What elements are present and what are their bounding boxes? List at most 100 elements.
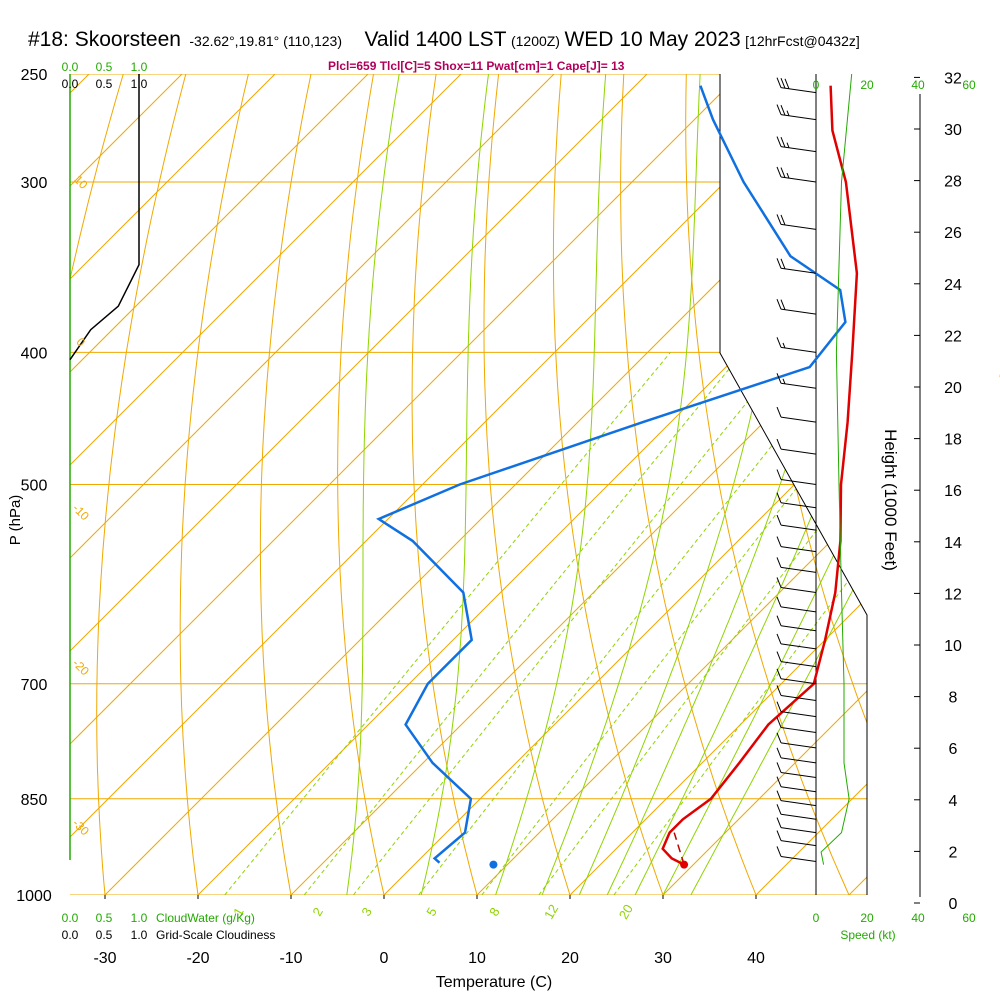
- wind-barb-staff: [780, 586, 817, 593]
- valid-time: Valid 1400 LST: [364, 28, 507, 51]
- cloudiness-top-tick: 1.0: [131, 77, 148, 91]
- pressure-tick-label: 300: [21, 175, 48, 192]
- wind-barb-staff: [780, 643, 817, 650]
- wind-barb-flag: [776, 136, 782, 147]
- wind-barb-flag: [776, 846, 782, 857]
- wind-barb-staff: [780, 757, 817, 764]
- wind-barb-flag: [776, 536, 782, 547]
- wind-barb-flag: [780, 78, 786, 89]
- height-tick-label: 32: [944, 70, 962, 87]
- wind-barb-flag: [776, 633, 782, 645]
- wind-barb: [776, 830, 817, 847]
- wind-barb: [776, 732, 817, 749]
- wind-barb-staff: [780, 382, 817, 389]
- mixing-ratio-label: 12: [541, 902, 561, 922]
- speed-top-tick: 20: [860, 78, 874, 92]
- mixing-ratio-line: [303, 351, 744, 895]
- cloudiness-top-tick: 0.5: [96, 77, 113, 91]
- wind-barb-flag: [776, 406, 782, 418]
- x-tick-label: 40: [747, 950, 765, 967]
- wind-barb-flag: [776, 804, 782, 815]
- isotherm-line: [70, 74, 276, 895]
- station-coords: -32.62°,19.81° (110,123): [189, 33, 342, 49]
- wind-barb-flag: [776, 438, 782, 450]
- wind-barb-flag: [780, 299, 786, 310]
- isotherm-line: [70, 74, 369, 895]
- wind-barb-staff: [780, 726, 817, 733]
- isotherm-line: [70, 74, 462, 895]
- wind-barb-staff: [780, 479, 817, 485]
- wind-barb-flag: [776, 214, 782, 225]
- wind-barb: [776, 373, 817, 389]
- dry-adiabat: [96, 74, 187, 895]
- wind-speed-line: [820, 73, 853, 865]
- wind-barb-flag: [780, 104, 786, 116]
- pressure-tick-label: 400: [21, 345, 48, 362]
- wind-barb-staff: [780, 742, 817, 749]
- cloudwater-bottom-tick: 0.5: [96, 911, 113, 925]
- wind-barb-flag: [776, 776, 782, 787]
- pressure-tick-label: 1000: [16, 888, 52, 905]
- pressure-tick-label: 700: [21, 677, 48, 694]
- speed-bottom-tick: 0: [813, 911, 820, 925]
- cloudwater-bottom-tick: 1.0: [131, 911, 148, 925]
- height-tick-label: 26: [944, 225, 962, 242]
- isotherm-label: 0: [74, 335, 89, 350]
- mixing-ratio-label: 20: [616, 902, 636, 922]
- moist-adiabat: [690, 74, 867, 895]
- wind-barb-flag: [776, 830, 782, 841]
- wind-barb-staff: [780, 606, 817, 613]
- wind-barb-staff: [780, 114, 817, 121]
- wind-barb-flag: [776, 651, 782, 662]
- height-tick-label: 10: [944, 638, 962, 655]
- isotherm-line: [70, 74, 648, 895]
- x-tick-label: -10: [279, 950, 302, 967]
- wind-barb: [776, 717, 817, 733]
- wind-barb-flag: [776, 668, 782, 679]
- height-tick-label: 8: [949, 690, 958, 707]
- wind-barb-staff: [780, 856, 817, 862]
- wind-barb: [776, 536, 817, 553]
- mixing-ratio-line: [224, 351, 671, 895]
- cloudwater-axis-label: CloudWater (g/Kg): [156, 911, 255, 925]
- wind-barb: [776, 790, 817, 807]
- wind-barb-flag: [776, 596, 782, 608]
- wind-barb-flag: [776, 469, 782, 480]
- height-tick-label: 0: [949, 896, 958, 913]
- surface-dewpoint-marker: [489, 860, 498, 869]
- wind-barb-staff: [780, 566, 817, 573]
- wind-barb-flag: [780, 136, 786, 148]
- wind-barb: [776, 615, 817, 632]
- moist-adiabat: [541, 74, 701, 895]
- wind-barb-flag: [776, 577, 782, 588]
- cloudiness-bottom-tick: 0.0: [62, 928, 79, 942]
- wind-barb-staff: [780, 416, 817, 423]
- wind-barb: [776, 514, 817, 531]
- wind-barb: [776, 469, 817, 485]
- wind-barb-staff: [780, 694, 817, 701]
- wind-barb-flag: [776, 685, 782, 696]
- isotherm-label: 10: [995, 361, 1000, 388]
- wind-barb-staff: [780, 786, 817, 793]
- wind-barb-flag: [776, 492, 782, 503]
- wind-barb-flag: [780, 214, 786, 226]
- isotherm-label: -20: [70, 656, 92, 678]
- wind-barb: [776, 846, 817, 862]
- height-tick-label: 28: [944, 174, 962, 191]
- wind-barb: [776, 633, 817, 650]
- x-tick-label: 0: [380, 950, 389, 967]
- wind-barb-flag: [776, 717, 782, 728]
- x-tick-label: 30: [654, 950, 672, 967]
- wind-barb-staff: [780, 346, 817, 353]
- wind-barb: [776, 258, 817, 274]
- wind-barb-flag: [776, 790, 782, 801]
- wind-barb-flag: [776, 747, 782, 759]
- y-axis-label: P (hPa): [7, 495, 24, 546]
- height-tick-label: 18: [944, 432, 962, 449]
- height-tick-label: 12: [944, 586, 962, 603]
- wind-barb-flag: [776, 817, 782, 828]
- dry-adiabat: [483, 74, 571, 895]
- cloudwater-top-tick: 0.5: [96, 60, 113, 74]
- mixing-ratio-line: [353, 351, 788, 895]
